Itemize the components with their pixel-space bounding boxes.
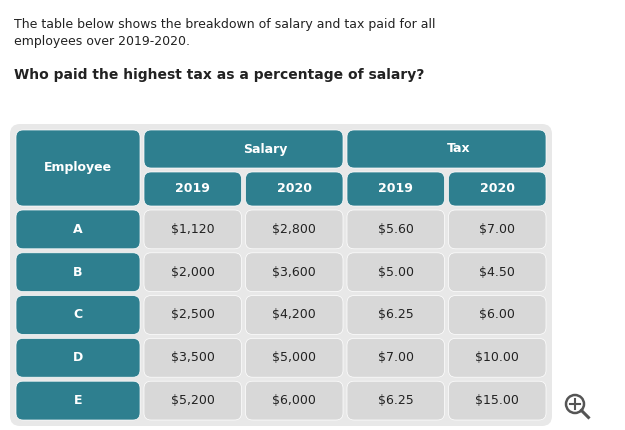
Text: 2019: 2019	[175, 182, 210, 196]
FancyBboxPatch shape	[347, 253, 444, 292]
Text: $1,120: $1,120	[171, 223, 214, 236]
Text: Employee: Employee	[44, 162, 112, 175]
FancyBboxPatch shape	[347, 338, 444, 377]
FancyBboxPatch shape	[144, 210, 241, 249]
FancyBboxPatch shape	[144, 172, 241, 206]
FancyBboxPatch shape	[347, 130, 546, 168]
FancyBboxPatch shape	[449, 253, 546, 292]
Text: Salary: Salary	[244, 142, 288, 156]
Text: Tax: Tax	[446, 142, 470, 156]
Text: $5.60: $5.60	[378, 223, 414, 236]
Text: 2020: 2020	[480, 182, 515, 196]
Text: $7.00: $7.00	[479, 223, 515, 236]
Text: $4.50: $4.50	[479, 266, 515, 279]
Text: B: B	[73, 266, 82, 279]
FancyBboxPatch shape	[144, 338, 241, 377]
Text: A: A	[73, 223, 82, 236]
FancyBboxPatch shape	[144, 381, 241, 420]
FancyBboxPatch shape	[246, 210, 343, 249]
FancyBboxPatch shape	[16, 253, 140, 292]
Text: $4,200: $4,200	[272, 308, 316, 322]
Text: employees over 2019-2020.: employees over 2019-2020.	[14, 35, 190, 48]
FancyBboxPatch shape	[347, 210, 444, 249]
FancyBboxPatch shape	[347, 381, 444, 420]
FancyBboxPatch shape	[449, 338, 546, 377]
Text: $10.00: $10.00	[476, 351, 519, 364]
FancyBboxPatch shape	[246, 253, 343, 292]
Text: The table below shows the breakdown of salary and tax paid for all: The table below shows the breakdown of s…	[14, 18, 436, 31]
FancyBboxPatch shape	[449, 210, 546, 249]
Text: C: C	[74, 308, 82, 322]
Text: $2,800: $2,800	[272, 223, 316, 236]
FancyBboxPatch shape	[246, 172, 343, 206]
Text: $5,000: $5,000	[272, 351, 316, 364]
FancyBboxPatch shape	[16, 130, 140, 206]
Text: $6.25: $6.25	[378, 394, 414, 407]
Text: $5,200: $5,200	[171, 394, 215, 407]
Text: $3,600: $3,600	[272, 266, 316, 279]
FancyBboxPatch shape	[16, 295, 140, 335]
Text: D: D	[73, 351, 83, 364]
FancyBboxPatch shape	[144, 130, 343, 168]
Text: Who paid the highest tax as a percentage of salary?: Who paid the highest tax as a percentage…	[14, 68, 424, 82]
Text: $6.00: $6.00	[479, 308, 515, 322]
FancyBboxPatch shape	[449, 295, 546, 335]
FancyBboxPatch shape	[449, 172, 546, 206]
FancyBboxPatch shape	[449, 381, 546, 420]
Text: $2,000: $2,000	[171, 266, 215, 279]
FancyBboxPatch shape	[16, 338, 140, 377]
FancyBboxPatch shape	[246, 338, 343, 377]
Text: $2,500: $2,500	[171, 308, 215, 322]
Text: $5.00: $5.00	[378, 266, 414, 279]
FancyBboxPatch shape	[16, 381, 140, 420]
FancyBboxPatch shape	[246, 381, 343, 420]
Text: $15.00: $15.00	[476, 394, 519, 407]
Text: $3,500: $3,500	[171, 351, 215, 364]
Text: E: E	[74, 394, 82, 407]
Text: $6.25: $6.25	[378, 308, 414, 322]
FancyBboxPatch shape	[347, 295, 444, 335]
FancyBboxPatch shape	[347, 172, 444, 206]
Text: $7.00: $7.00	[378, 351, 414, 364]
FancyBboxPatch shape	[246, 295, 343, 335]
Text: 2020: 2020	[277, 182, 312, 196]
Text: $6,000: $6,000	[272, 394, 316, 407]
Text: 2019: 2019	[378, 182, 413, 196]
FancyBboxPatch shape	[16, 210, 140, 249]
FancyBboxPatch shape	[144, 295, 241, 335]
FancyBboxPatch shape	[144, 253, 241, 292]
FancyBboxPatch shape	[10, 124, 552, 426]
